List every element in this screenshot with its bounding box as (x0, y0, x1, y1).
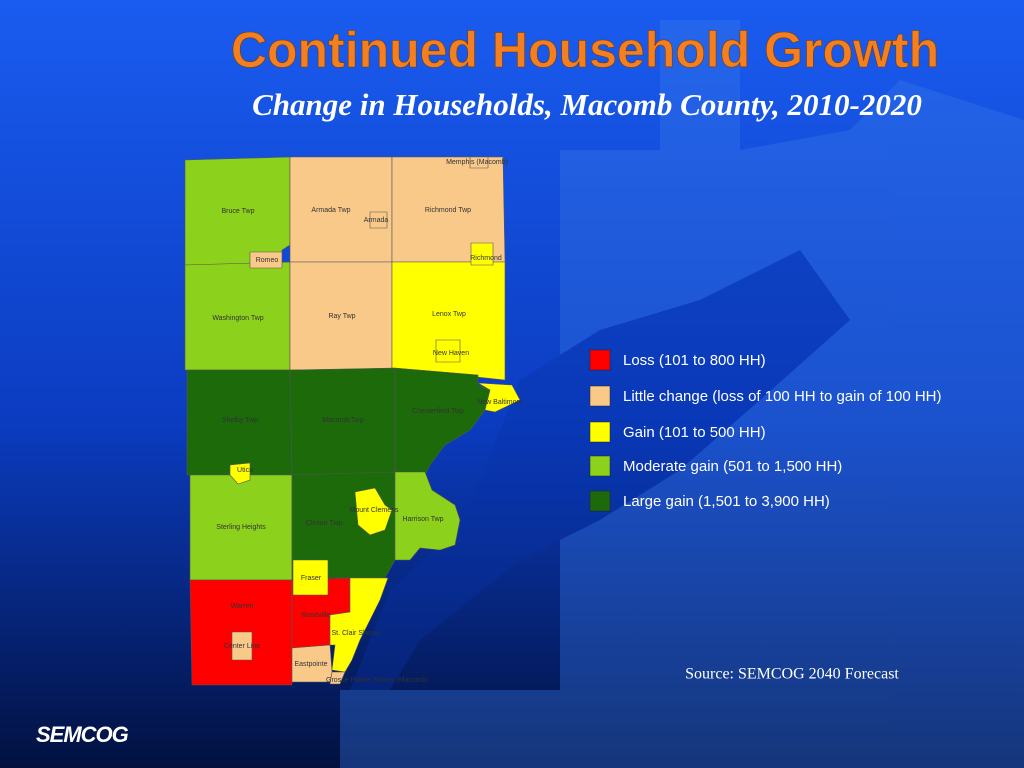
legend-swatch (589, 490, 611, 512)
region-label: New Haven (433, 350, 469, 357)
region-label: Mount Clemens (349, 507, 399, 514)
region (354, 487, 393, 536)
region-label: Armada (364, 217, 389, 224)
region (477, 382, 521, 413)
region-label: Memphis (Macomb) (446, 159, 508, 166)
legend-label: Moderate gain (501 to 1,500 HH) (623, 458, 842, 475)
region-label: Washington Twp (212, 315, 263, 322)
region (469, 156, 489, 169)
region (391, 261, 506, 381)
region-label: Bruce Twp (222, 208, 255, 215)
region-label: Lenox Twp (432, 311, 466, 318)
region-label: Grosse Pointe Shores (Macomb) (326, 677, 428, 684)
region-label: Macomb Twp (322, 417, 364, 424)
region-label: Utica (237, 467, 253, 474)
region (394, 471, 461, 561)
legend-label: Little change (loss of 100 HH to gain of… (623, 388, 942, 405)
region (369, 211, 388, 229)
region (470, 242, 494, 266)
region-label: Fraser (301, 575, 322, 582)
region (249, 251, 283, 269)
legend-swatch (589, 421, 611, 443)
subtitle: Change in Households, Macomb County, 201… (252, 87, 922, 122)
legend: Loss (101 to 800 HH) Little change (loss… (589, 349, 942, 512)
source: Source: SEMCOG 2040 Forecast (685, 666, 899, 683)
region (231, 631, 253, 661)
region-label: Eastpointe (294, 661, 327, 668)
region-label: St. Clair Shores (331, 630, 381, 637)
region-label: Shelby Twp (222, 417, 258, 424)
region-label: Richmond Twp (425, 207, 471, 214)
region-label: Chesterfield Twp (412, 408, 464, 415)
legend-swatch (589, 349, 611, 371)
logo: SEMCOG (36, 722, 129, 747)
region (435, 339, 461, 363)
region (292, 559, 329, 596)
region-label: Richmond (470, 255, 502, 262)
legend-label: Loss (101 to 800 HH) (623, 352, 766, 369)
map: Bruce Twp Armada Twp Richmond Twp Washin… (184, 156, 523, 686)
legend-swatch (589, 455, 611, 477)
region-label: Roseville (302, 612, 331, 619)
region (229, 462, 251, 485)
title: Continued Household Growth (231, 22, 939, 78)
region-label: Armada Twp (311, 207, 350, 214)
region-label: New Baltimore (477, 399, 523, 406)
region (329, 671, 346, 685)
land-shape (340, 20, 1024, 768)
region-label: Romeo (256, 257, 279, 264)
legend-label: Large gain (1,501 to 3,900 HH) (623, 493, 830, 510)
region-label: Ray Twp (328, 313, 355, 320)
region-label: Sterling Heights (216, 524, 266, 531)
region-label: Warren (231, 603, 254, 610)
region-label: Center Line (224, 643, 260, 650)
region-label: Harrison Twp (402, 516, 443, 523)
legend-swatch (589, 385, 611, 407)
region-label: Clinton Twp (306, 520, 343, 527)
legend-label: Gain (101 to 500 HH) (623, 424, 766, 441)
